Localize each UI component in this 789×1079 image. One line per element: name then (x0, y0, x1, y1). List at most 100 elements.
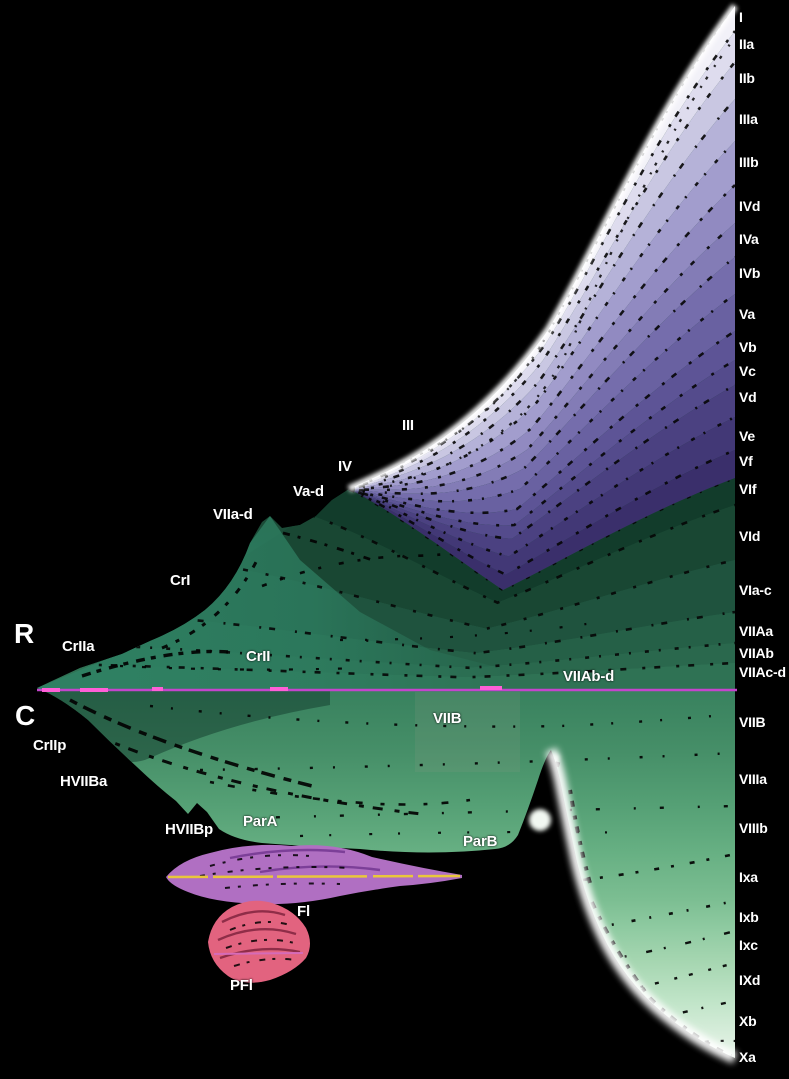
band-Vf (349, 450, 735, 590)
lobule-label-VIf: VIf (739, 481, 757, 497)
contour-line (161, 561, 258, 650)
lobule-label-Xa: Xa (739, 1049, 756, 1065)
label-VIIAb-d: VIIAb-d (563, 668, 615, 685)
lobule-label-VIIIa: VIIIa (739, 771, 767, 787)
contour-line (568, 789, 594, 891)
contour-line (339, 620, 601, 642)
band-contour-IVb (348, 255, 736, 496)
lobule-label-IXd: IXd (739, 972, 761, 988)
contour-line (119, 664, 361, 671)
contour-line (94, 733, 431, 817)
flocculus-speckles (199, 854, 351, 889)
lobule-label-IVd: IVd (739, 198, 761, 214)
lobule-label-Vd: Vd (739, 389, 757, 405)
paraflocculus-shape (208, 900, 310, 983)
lobule-label-Va: Va (739, 306, 755, 322)
map-interior (37, 476, 735, 1058)
lobule-label-Ixa: Ixa (739, 869, 758, 885)
lobule-label-IVb: IVb (739, 265, 761, 281)
label-Va-d: Va-d (293, 483, 324, 500)
band-contour-IIIa (348, 98, 736, 491)
white-islet (529, 809, 551, 831)
lobule-label-IIb: IIb (739, 70, 755, 86)
label-HVIIBp: HVIIBp (165, 821, 213, 838)
band-contour-VIIAc-d (76, 661, 735, 679)
label-CrIIa: CrIIa (62, 638, 95, 655)
paraflocculus-folds (217, 910, 301, 960)
lobule-label-VIa-c: VIa-c (739, 582, 772, 598)
label-R: R (14, 618, 35, 649)
flocculus-stripe-line (167, 874, 461, 879)
band-contour-VIf (348, 476, 735, 592)
lobule-label-IIIa: IIIa (739, 111, 758, 127)
rostral-hemisphere-teal-region (37, 516, 500, 690)
lobule-label-Ixc: Ixc (739, 937, 758, 953)
lobule-label-VIIAb: VIIAb (739, 645, 774, 661)
band-VId (228, 505, 735, 629)
band-contour-IIa (348, 30, 737, 491)
lobule-label-IIIb: IIIb (739, 154, 759, 170)
contour-line (249, 804, 735, 820)
lobule-label-IIa: IIa (739, 36, 754, 52)
label-CrI: CrI (170, 572, 191, 589)
nodulus-edge-white-rim (545, 747, 738, 1064)
lobule-label-Vc: Vc (739, 363, 756, 379)
lobule-label-Ve: Ve (739, 428, 755, 444)
flocculus-folds (229, 848, 381, 874)
label-VIIB: VIIB (433, 710, 462, 727)
label-C: C (15, 700, 36, 731)
lobule-label-VIIAc-d: VIIAc-d (739, 664, 786, 680)
band-Vd (349, 385, 735, 557)
band-contour-VIIAa (151, 610, 735, 655)
band-contour-IVa (348, 222, 736, 492)
band-contour-IIb (348, 61, 737, 491)
band-contour-VId (308, 503, 735, 605)
band-Va (349, 294, 735, 513)
contour-line (69, 698, 321, 790)
lobule-label-VIIAa: VIIAa (739, 623, 774, 639)
rc-divider-highlights (42, 686, 502, 692)
label-III: III (402, 417, 414, 434)
flocculus-group (166, 844, 462, 905)
purple-fan-contours (348, 13, 737, 577)
anterior-edge-white-rim (347, 3, 738, 493)
band-contour-IVd (348, 184, 736, 491)
label-IV: IV (338, 458, 352, 475)
band-IVa (349, 223, 735, 494)
lobule-label-Vf: Vf (739, 453, 753, 469)
label-VIIa-d: VIIa-d (213, 506, 253, 523)
viib-column-tint (415, 692, 520, 772)
band-VIf (309, 478, 735, 603)
contour-line (261, 538, 521, 588)
contour-line (620, 961, 735, 994)
label-Fl: Fl (297, 903, 310, 920)
purple-fan (349, 6, 735, 590)
lobule-label-VIIB: VIIB (739, 714, 766, 730)
paraflocculus-group (208, 900, 310, 983)
label-CrIIp: CrIIp (33, 737, 67, 754)
lobule-label-IVa: IVa (739, 231, 759, 247)
lobule-label-Xb: Xb (739, 1013, 757, 1029)
contour-line (582, 852, 735, 882)
band-Ve (349, 417, 735, 575)
paraflocculus-speckles (225, 920, 299, 967)
band-contour-Vb (348, 329, 736, 515)
band-IVd (349, 185, 735, 490)
lobule-label-Vb: Vb (739, 339, 757, 355)
label-ParB: ParB (463, 833, 498, 850)
lobule-label-VIIIb: VIIIb (739, 820, 768, 836)
band-contour-IIIb (348, 140, 736, 491)
lobule-label-I: I (739, 9, 743, 25)
label-CrII: CrII (246, 648, 271, 665)
label-ParA: ParA (243, 813, 278, 830)
lobule-label-Ixb: Ixb (739, 909, 759, 925)
band-contour-Vc (348, 358, 736, 527)
lobule-label-VId: VId (739, 528, 761, 544)
paraflocculus-stripe-line (213, 952, 304, 955)
label-PFl: PFl (230, 977, 253, 994)
label-HVIIBa: HVIIBa (60, 773, 108, 790)
flocculus-shape (166, 844, 462, 905)
band-IVb (349, 257, 735, 502)
